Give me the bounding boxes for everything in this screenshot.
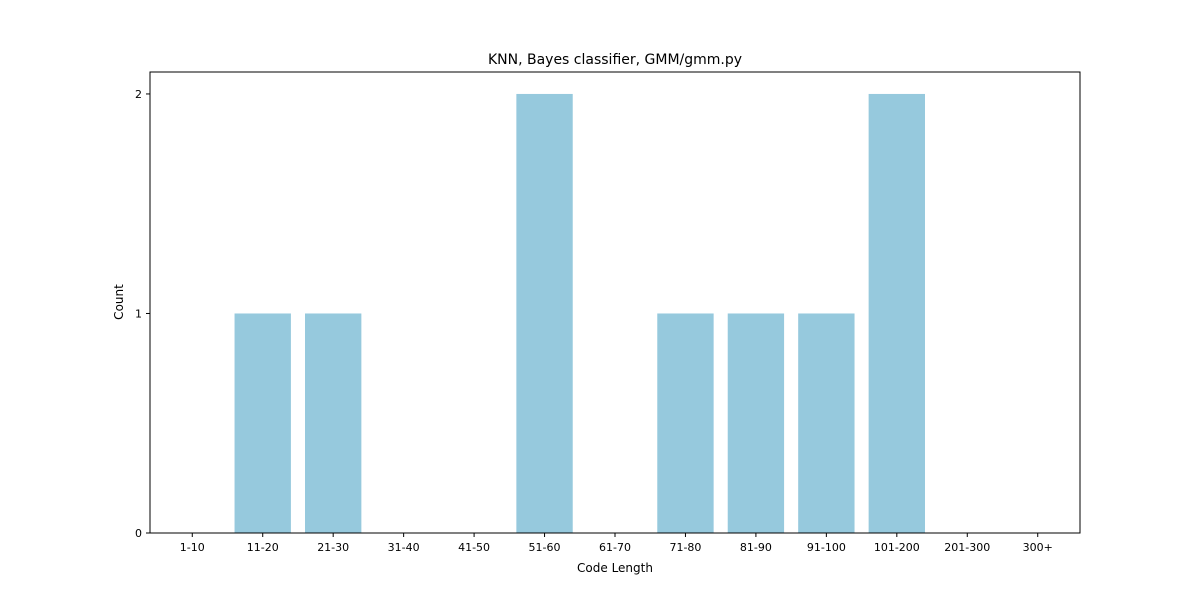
- y-tick-label: 2: [135, 88, 142, 101]
- x-tick-label: 41-50: [458, 541, 490, 554]
- x-tick-label: 81-90: [740, 541, 772, 554]
- bars-group: [234, 93, 925, 533]
- x-tick-label: 51-60: [529, 541, 561, 554]
- bar-81-90: [727, 313, 785, 533]
- bar-101-200: [868, 93, 925, 533]
- x-tick-label: 300+: [1023, 541, 1053, 554]
- y-tick-label: 1: [135, 307, 142, 320]
- x-tick-label: 91-100: [807, 541, 846, 554]
- y-tick-label: 0: [135, 527, 142, 540]
- x-tick-label: 31-40: [388, 541, 420, 554]
- y-ticks-group: 0 1 2: [135, 88, 150, 540]
- x-tick-label: 101-200: [874, 541, 920, 554]
- x-tick-label: 1-10: [180, 541, 205, 554]
- y-axis-label: Count: [112, 284, 126, 320]
- bar-51-60: [516, 93, 573, 533]
- bar-21-30: [305, 313, 362, 533]
- x-tick-label: 61-70: [599, 541, 631, 554]
- x-tick-label: 201-300: [944, 541, 990, 554]
- chart-title: KNN, Bayes classifier, GMM/gmm.py: [488, 52, 742, 68]
- bar-91-100: [798, 313, 855, 533]
- bar-71-80: [657, 313, 714, 533]
- x-tick-label: 71-80: [669, 541, 701, 554]
- bar-11-20: [234, 313, 291, 533]
- x-axis-label: Code Length: [577, 561, 653, 575]
- x-tick-label: 21-30: [317, 541, 349, 554]
- x-tick-label: 11-20: [247, 541, 279, 554]
- x-ticks-group: 1-10 11-20 21-30 31-40 41-50 51-60 61-70 71-80 8…: [180, 533, 1053, 554]
